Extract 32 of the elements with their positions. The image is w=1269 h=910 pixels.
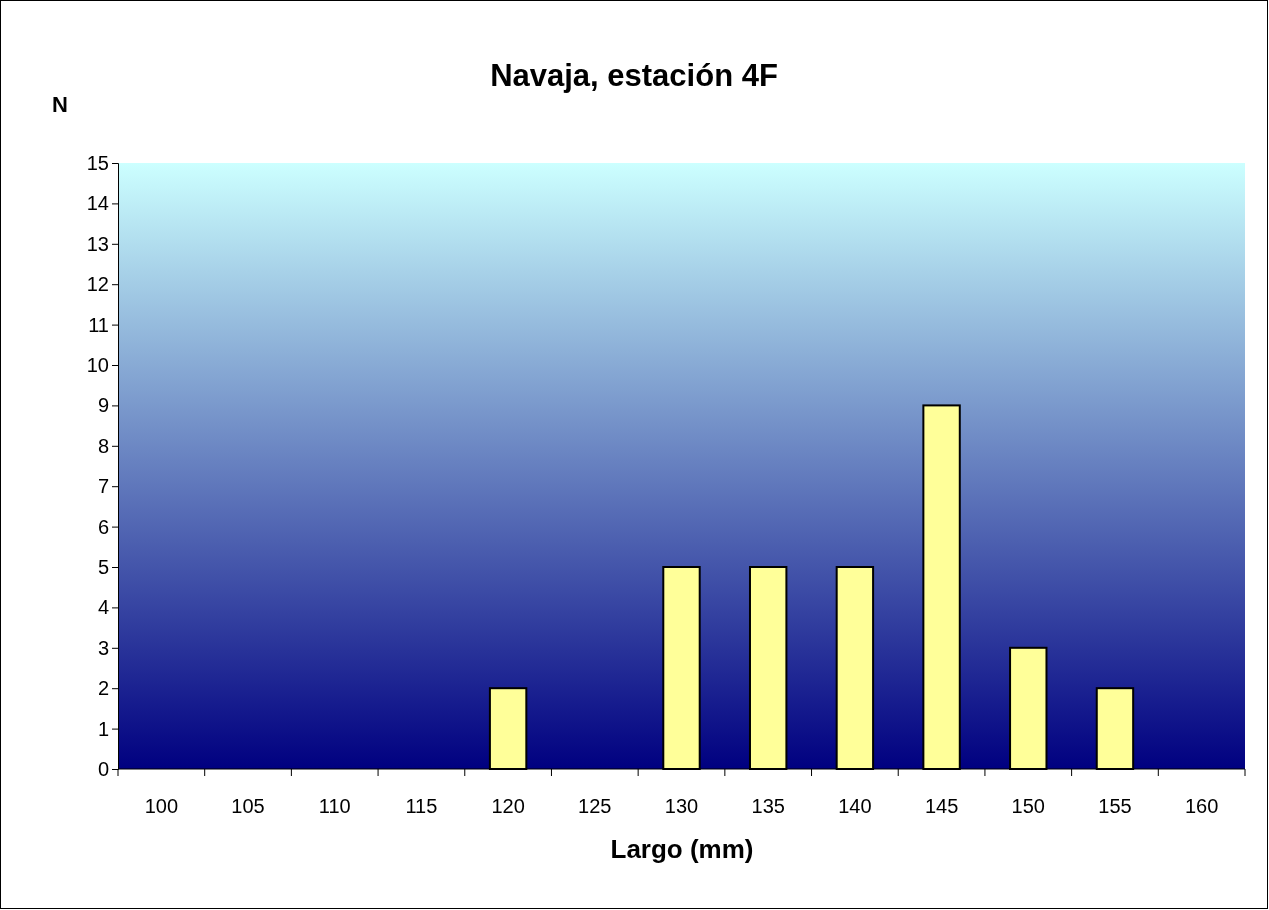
x-tick-label: 100 <box>144 795 179 818</box>
x-tick-label: 160 <box>1184 795 1219 818</box>
y-tick-label: 4 <box>97 596 109 619</box>
y-tick-label: 13 <box>86 232 109 255</box>
x-tick-label: 115 <box>405 795 438 818</box>
x-tick-label: 155 <box>1098 795 1132 818</box>
y-tick-label: 0 <box>97 757 109 780</box>
x-tick-label: 140 <box>838 795 872 818</box>
y-tick-label: 15 <box>86 151 109 174</box>
y-tick-label: 11 <box>88 313 109 336</box>
y-tick-label: 8 <box>97 434 109 457</box>
y-tick-label: 7 <box>97 475 109 498</box>
y-tick-label: 3 <box>97 636 109 659</box>
x-tick-label: 135 <box>751 795 785 818</box>
x-tick-label: 120 <box>491 795 525 818</box>
y-tick-label: 2 <box>97 677 109 700</box>
x-tick-label: 130 <box>664 795 699 818</box>
y-tick-label: 14 <box>86 192 109 215</box>
y-tick-label: 6 <box>97 515 109 538</box>
x-tick-label: 125 <box>578 795 612 818</box>
y-tick-label: 10 <box>86 353 109 376</box>
x-axis-title: Largo (mm) <box>610 834 754 864</box>
x-tick-label: 145 <box>924 795 959 818</box>
y-tick-label: 5 <box>97 555 109 578</box>
x-tick-label: 150 <box>1011 795 1045 818</box>
y-tick-label: 1 <box>97 717 109 740</box>
y-axis-title: N <box>52 92 68 117</box>
chart-title: Navaja, estación 4F <box>490 58 778 93</box>
y-tick-label: 12 <box>86 273 109 296</box>
x-tick-label: 105 <box>231 795 265 818</box>
x-tick-label: 110 <box>318 795 351 818</box>
y-tick-label: 9 <box>97 394 109 417</box>
